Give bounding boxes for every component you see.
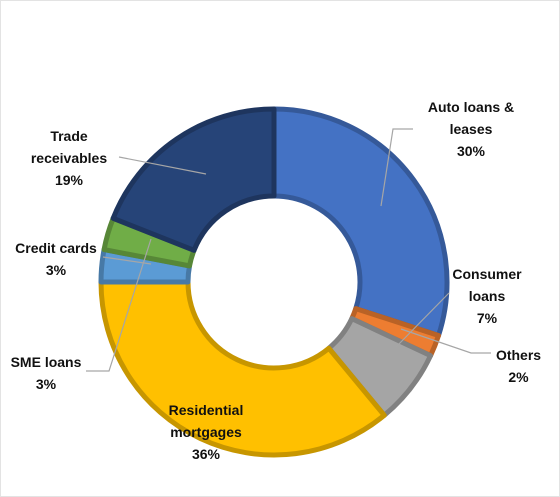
leader-line (102, 256, 152, 265)
value-label: 7% (476, 310, 498, 326)
leader-line (395, 292, 450, 348)
value-label: 30% (456, 143, 486, 159)
value-label: 36% (191, 446, 221, 462)
category-label: Trade receivables (30, 128, 108, 166)
leader-line (118, 156, 207, 175)
category-label: Auto loans & leases (427, 99, 515, 137)
leader-line (380, 128, 413, 207)
data-label: Consumer loans 7% (437, 263, 537, 329)
data-label: Credit cards 3% (6, 237, 106, 281)
leader-line (86, 238, 152, 372)
value-label: 3% (45, 262, 67, 278)
category-label: Residential mortgages (168, 402, 244, 440)
category-label: Consumer loans (452, 266, 522, 304)
value-label: 2% (508, 369, 529, 385)
value-label: 3% (35, 376, 57, 392)
donut-segment (271, 106, 450, 338)
donut-segment (110, 106, 277, 253)
data-label: SME loans 3% (6, 351, 86, 395)
data-label: Residential mortgages 36% (151, 399, 261, 465)
category-label: SME loans (10, 354, 82, 370)
data-label: Auto loans & leases 30% (426, 96, 516, 162)
category-label: Others (495, 347, 542, 363)
category-label: Credit cards (15, 240, 97, 256)
leader-line (400, 328, 491, 354)
donut-segment (98, 279, 387, 458)
value-label: 19% (54, 172, 84, 188)
data-label: Trade receivables 19% (19, 125, 119, 191)
data-label: Others 2% (486, 344, 551, 388)
